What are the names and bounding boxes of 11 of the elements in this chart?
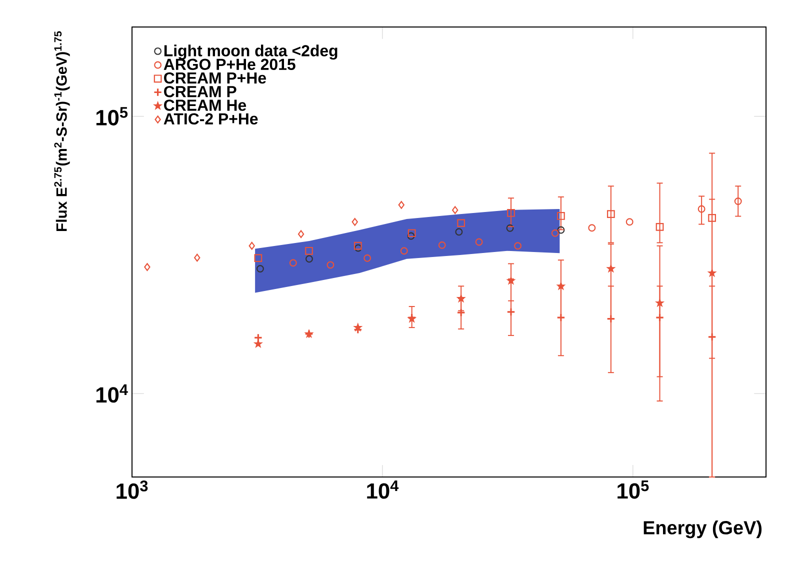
legend-label: Light moon data <2deg [164, 44, 338, 60]
x-axis-title: Energy (GeV) [644, 520, 762, 538]
legend-label: CREAM P+He [164, 72, 266, 84]
legend-label: ARGO P+He 2015 [164, 58, 296, 70]
y-axis-title: Flux E$^{2.75}$(m$^{2}$-S-Sr)$^{-1}$(GeV)$^{1.75}$ [54, 31, 70, 231]
x-tick-label: 10$^{5}$ [618, 480, 649, 499]
legend-label: CREAM P [164, 86, 236, 98]
legend-label: CREAM He [164, 100, 246, 111]
legend-label: ATIC-2 P+He [164, 113, 258, 124]
x-tick-label: 10$^{3}$ [116, 480, 148, 499]
x-tick-label: 10$^{4}$ [367, 480, 399, 499]
